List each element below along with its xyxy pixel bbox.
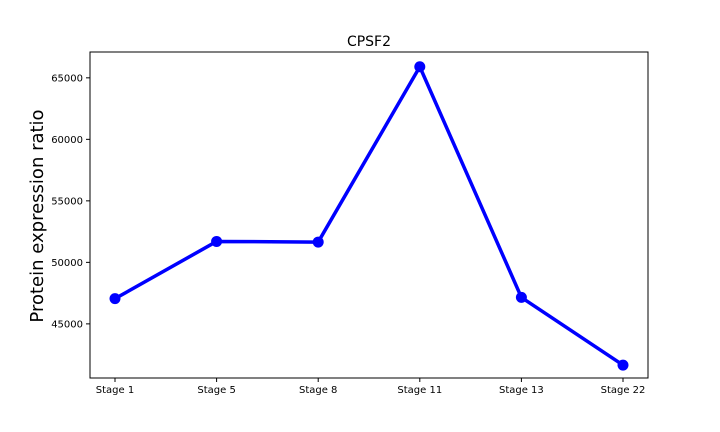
x-tick-label: Stage 22 xyxy=(601,385,646,396)
data-point xyxy=(515,291,527,303)
y-tick-label: 50000 xyxy=(51,258,83,269)
x-tick-label: Stage 11 xyxy=(397,385,442,396)
data-point xyxy=(211,235,223,247)
data-point xyxy=(414,61,426,73)
x-tick-label: Stage 13 xyxy=(499,385,544,396)
x-tick-label: Stage 1 xyxy=(96,385,134,396)
series-layer xyxy=(109,61,629,371)
chart-title: CPSF2 xyxy=(347,34,391,50)
data-point xyxy=(312,236,324,248)
y-tick-label: 45000 xyxy=(51,319,83,330)
data-point xyxy=(617,359,629,371)
series-line xyxy=(114,65,624,367)
plot-area-frame xyxy=(89,51,649,379)
y-tick-label: 55000 xyxy=(51,196,83,207)
x-axis-ticks: Stage 1 Stage 5 Stage 8 Stage 11 Stage 13 Sta… xyxy=(96,378,646,396)
y-tick-label: 65000 xyxy=(51,73,83,84)
y-axis-label: Protein expression ratio xyxy=(27,109,48,322)
data-point xyxy=(109,293,121,305)
x-tick-label: Stage 8 xyxy=(299,385,337,396)
y-axis-ticks: 45000 50000 55000 60000 65000 xyxy=(51,73,90,330)
x-tick-label: Stage 5 xyxy=(197,385,235,396)
y-tick-label: 60000 xyxy=(51,135,83,146)
